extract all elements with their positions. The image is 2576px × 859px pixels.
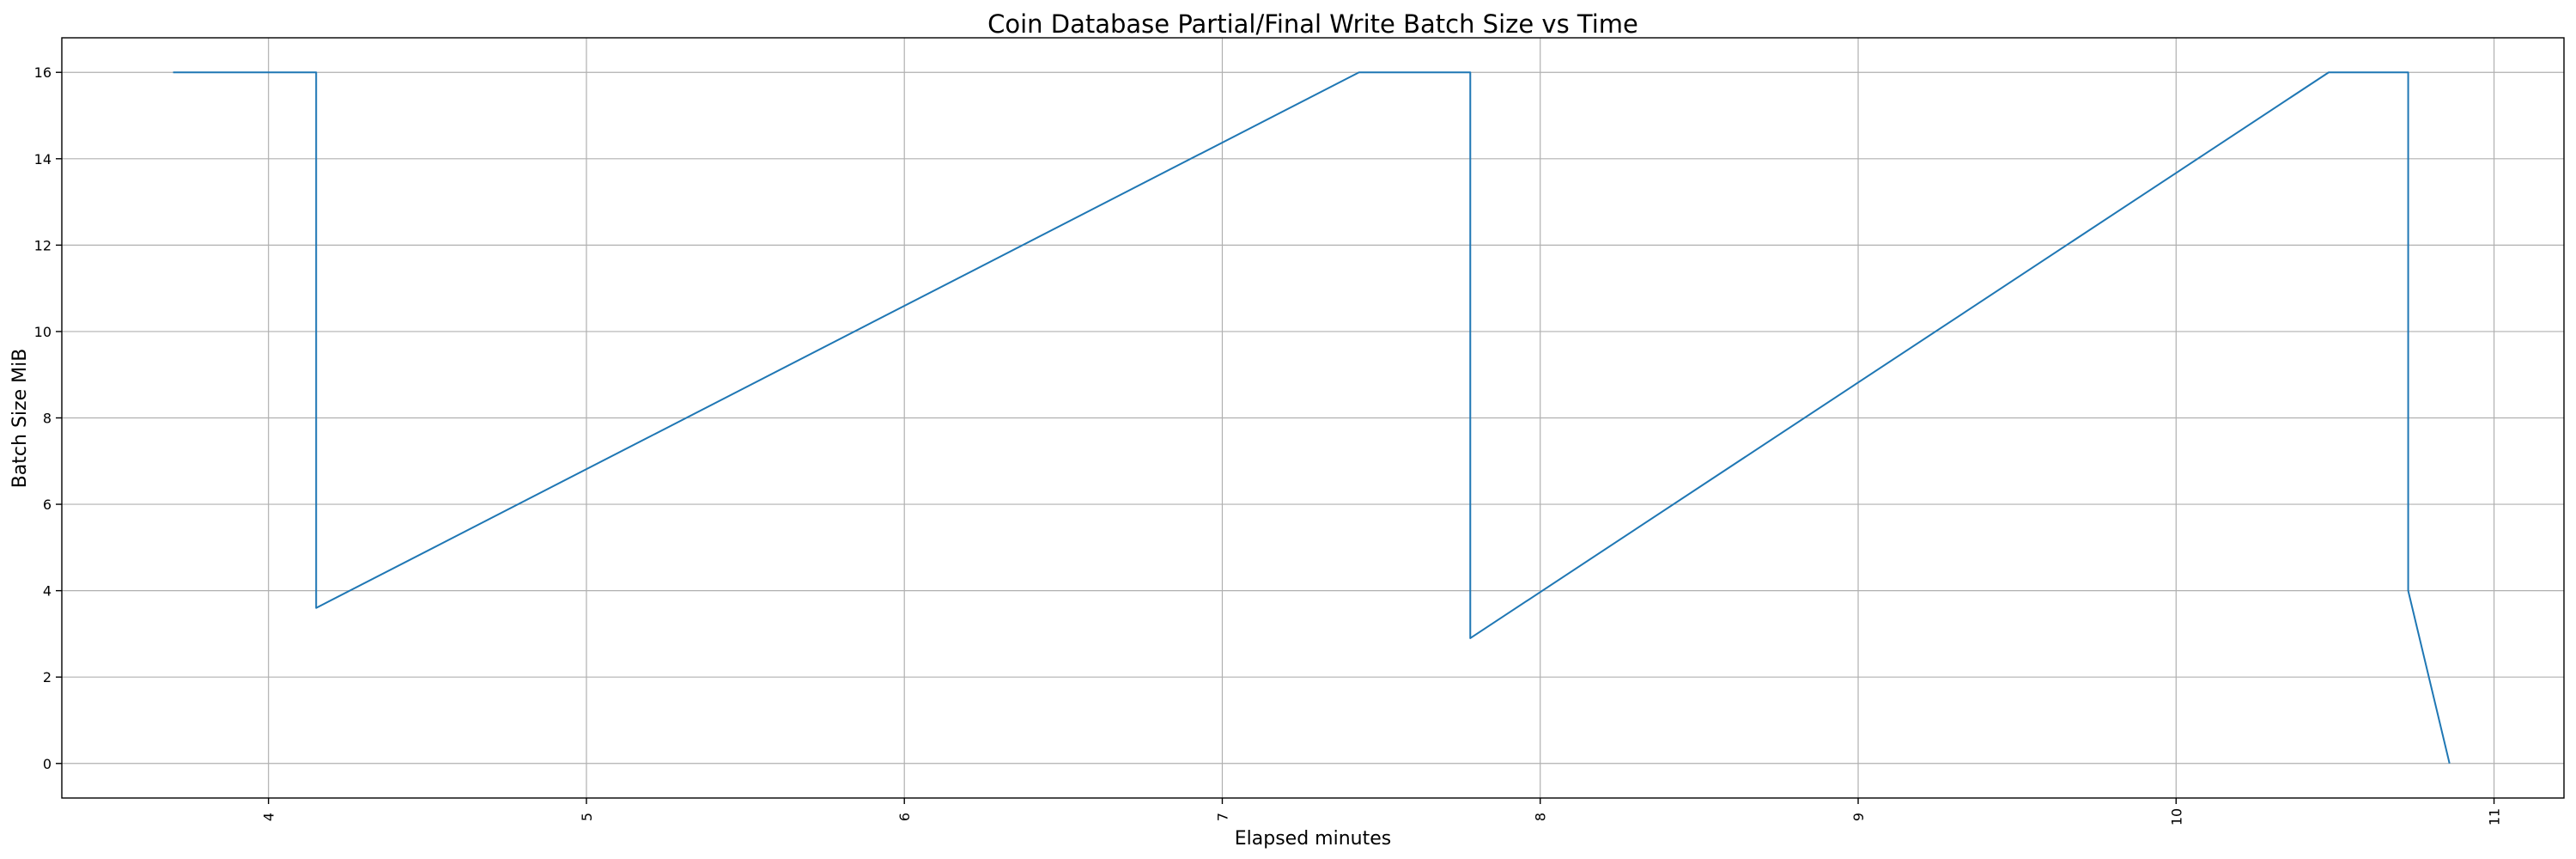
grid-layer bbox=[62, 38, 2564, 798]
y-tick-label: 14 bbox=[34, 151, 52, 168]
y-tick-label: 0 bbox=[43, 756, 52, 772]
y-tick-label: 4 bbox=[43, 583, 52, 600]
x-tick-label: 11 bbox=[2487, 808, 2503, 825]
tick-layer: 4 5 6 7 8 9 10 11 0 2 4 6 8 10 12 14 16 bbox=[34, 64, 2503, 825]
x-tick-label: 10 bbox=[2168, 808, 2184, 825]
y-tick-label: 12 bbox=[34, 237, 52, 253]
y-tick-label: 8 bbox=[43, 411, 52, 427]
y-tick-label: 2 bbox=[43, 669, 52, 685]
y-tick-label: 10 bbox=[34, 324, 52, 340]
y-tick-label: 16 bbox=[34, 64, 52, 81]
x-tick-label: 5 bbox=[579, 813, 595, 821]
x-tick-label: 9 bbox=[1850, 813, 1867, 821]
series-line bbox=[173, 71, 2451, 765]
x-tick-label: 6 bbox=[896, 813, 913, 821]
y-tick-label: 6 bbox=[43, 497, 52, 513]
x-tick-label: 4 bbox=[261, 813, 277, 821]
chart-title: Coin Database Partial/Final Write Batch … bbox=[987, 9, 1638, 39]
y-axis-label: Batch Size MiB bbox=[9, 349, 31, 489]
series-layer bbox=[173, 71, 2451, 765]
x-tick-label: 7 bbox=[1214, 813, 1230, 821]
x-axis-label: Elapsed minutes bbox=[1235, 828, 1391, 850]
x-tick-label: 8 bbox=[1533, 813, 1549, 821]
